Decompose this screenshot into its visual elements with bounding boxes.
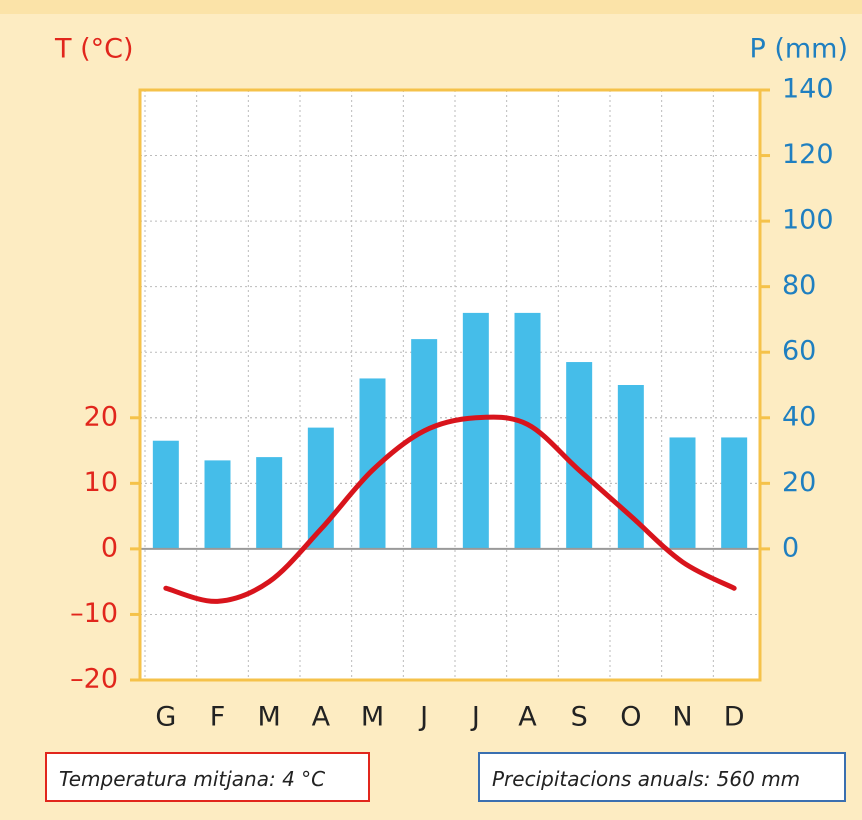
y2-tick-label: 40 [782,401,816,432]
x-tick-label: G [155,702,176,733]
y-tick-label: 0 [101,532,118,563]
y-tick-label: 10 [84,467,118,498]
y2-tick-label: 100 [782,205,834,236]
y2-tick-label: 80 [782,270,816,301]
x-tick-label: N [672,702,692,733]
bar [721,437,748,549]
y-tick-label: –10 [70,598,118,629]
bar [256,457,283,549]
y2-tick-label: 140 [782,74,834,105]
y2-tick-label: 120 [782,139,834,170]
bar [566,362,593,549]
x-tick-label: F [210,702,226,733]
y-tick-label: 20 [84,401,118,432]
chart: T (°C) P (mm) 0 20 40 60 80 100 120 140 –20 –10 0 1… [0,0,862,733]
x-tick-label: O [620,702,641,733]
x-tick-label: M [361,702,384,733]
x-tick-label: A [312,702,331,733]
y-tick-label: –20 [70,664,118,695]
temperature-note: Temperatura mitjana: 4 °C [45,752,370,802]
bar [411,339,438,549]
x-tick-label: S [571,702,588,733]
y2-tick-label: 0 [782,532,799,563]
bar [204,460,231,549]
y-axis-label: T (°C) [54,34,134,65]
x-tick-label: J [418,702,428,733]
x-tick-label: A [518,702,537,733]
x-tick-label: M [258,702,281,733]
top-band [0,0,862,14]
x-tick-label: D [724,702,745,733]
plot-area [140,90,760,680]
bar [669,437,696,549]
y2-axis-label: P (mm) [749,34,848,65]
x-tick-label: J [470,702,480,733]
bar [462,312,489,549]
temperature-line [163,414,737,604]
bar [152,440,179,549]
precipitation-note: Precipitacions anuals: 560 mm [478,752,846,802]
y2-tick-label: 60 [782,336,816,367]
plot-frame [138,88,762,682]
y2-tick-label: 20 [782,467,816,498]
